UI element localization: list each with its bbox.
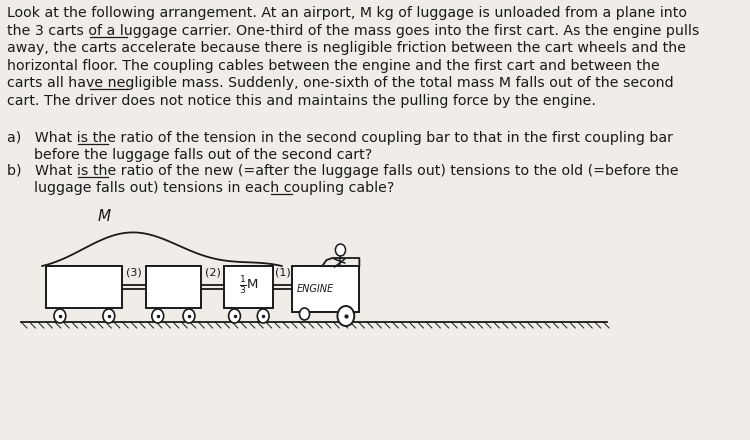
Circle shape xyxy=(54,309,66,323)
Text: b)   What is the ratio of the new (=after the luggage falls out) tensions to the: b) What is the ratio of the new (=after … xyxy=(7,164,678,178)
Text: Look at the following arrangement. At an airport, M kg of luggage is unloaded fr: Look at the following arrangement. At an… xyxy=(7,6,687,20)
Circle shape xyxy=(103,309,115,323)
Bar xyxy=(224,266,273,308)
Bar xyxy=(292,266,359,312)
Circle shape xyxy=(183,309,195,323)
Text: (1): (1) xyxy=(274,267,290,277)
Text: ENGINE: ENGINE xyxy=(297,284,334,294)
Text: away, the carts accelerate because there is negligible friction between the cart: away, the carts accelerate because there… xyxy=(7,41,686,55)
Text: cart. The driver does not notice this and maintains the pulling force by the eng: cart. The driver does not notice this an… xyxy=(7,94,596,107)
Circle shape xyxy=(152,309,164,323)
Text: (2): (2) xyxy=(205,267,220,277)
Circle shape xyxy=(229,309,241,323)
Text: (3): (3) xyxy=(126,267,142,277)
Circle shape xyxy=(257,309,269,323)
Circle shape xyxy=(299,308,310,320)
Text: carts all have negligible mass. Suddenly, one-sixth of the total mass M falls ou: carts all have negligible mass. Suddenly… xyxy=(7,76,674,90)
Bar xyxy=(146,266,201,308)
Text: $\frac{1}{3}$M: $\frac{1}{3}$M xyxy=(239,275,259,297)
Circle shape xyxy=(338,306,354,326)
Circle shape xyxy=(335,244,346,256)
Text: before the luggage falls out of the second cart?: before the luggage falls out of the seco… xyxy=(7,147,372,161)
Text: a)   What is the ratio of the tension in the second coupling bar to that in the : a) What is the ratio of the tension in t… xyxy=(7,131,673,145)
Text: luggage falls out) tensions in each coupling cable?: luggage falls out) tensions in each coup… xyxy=(7,180,394,194)
Text: the 3 carts of a luggage carrier. One-third of the mass goes into the first cart: the 3 carts of a luggage carrier. One-th… xyxy=(7,23,699,37)
Bar xyxy=(46,266,122,308)
Text: horizontal floor. The coupling cables between the engine and the first cart and : horizontal floor. The coupling cables be… xyxy=(7,59,659,73)
Text: M: M xyxy=(98,209,111,224)
